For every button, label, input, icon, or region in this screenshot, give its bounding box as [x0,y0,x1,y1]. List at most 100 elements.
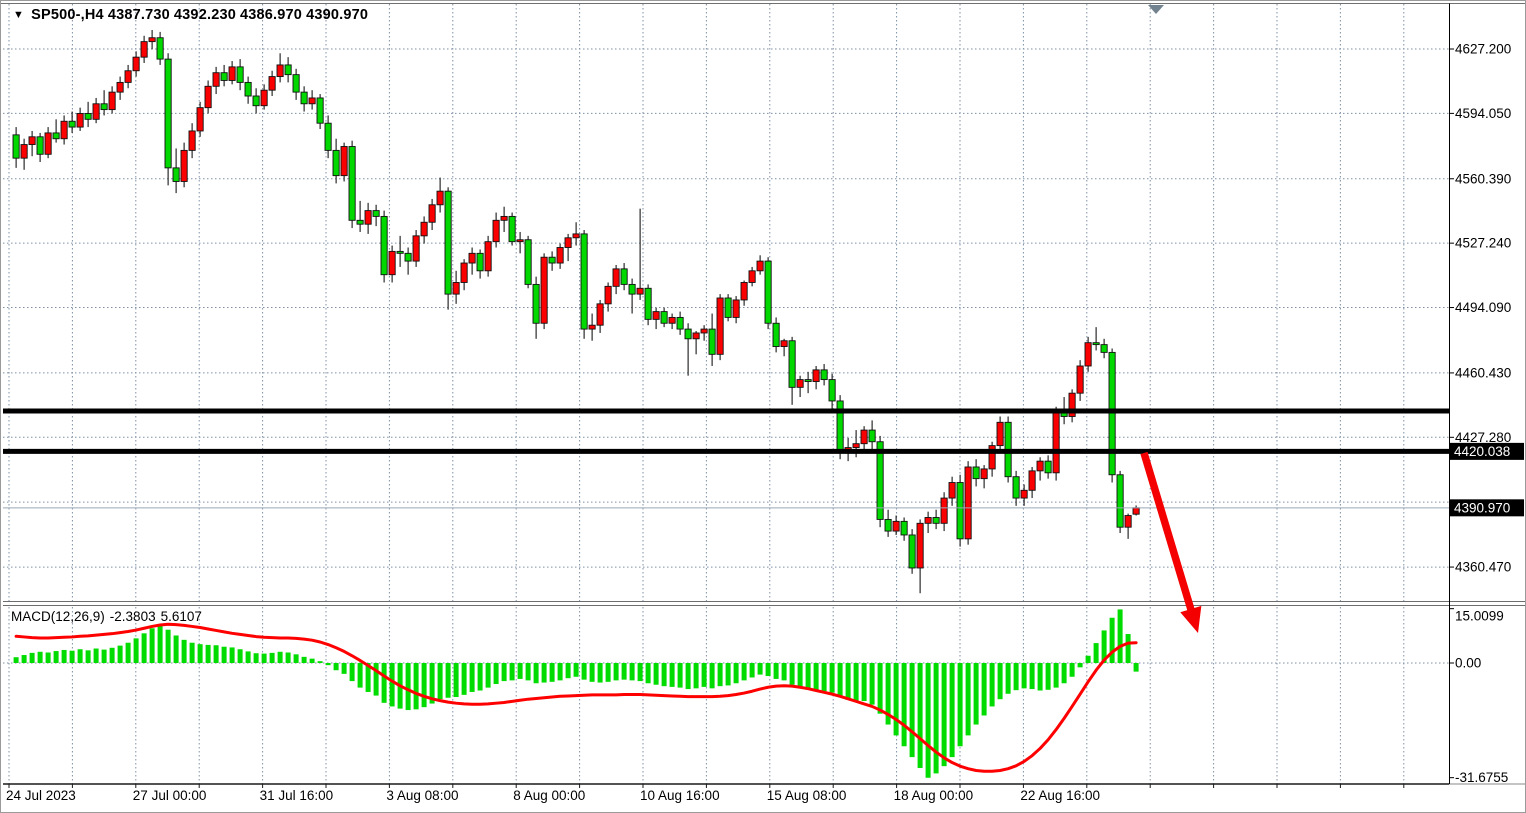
candle-body [372,210,380,217]
macd-histogram-bar [181,639,187,663]
macd-histogram-bar [677,663,683,688]
macd-histogram-bar [685,663,691,690]
candle-body [1100,344,1108,353]
macd-histogram-bar [285,652,291,663]
macd-histogram-bar [925,663,931,778]
macd-histogram-bar [13,657,19,663]
quote-open: 4387.730 [107,7,170,23]
quick-trade-arrow-icon[interactable]: ▼ [13,9,25,21]
candle-body [84,113,92,120]
candle-body [668,316,676,324]
macd-histogram-bar [261,653,267,663]
macd-histogram-bar [1077,663,1083,668]
candle-body [868,429,876,443]
candle-body [812,369,820,382]
macd-histogram-bar [1053,663,1059,688]
price-axis-box [1450,442,1524,460]
price-axis-label: 4427.280 [1455,430,1511,445]
macd-histogram-bar [437,663,443,700]
candle-body [1108,351,1116,476]
quote-bar: ▼ SP500-,H4 4387.730 4392.230 4386.970 4390.9… [13,7,372,23]
macd-histogram-bar [45,652,51,663]
candle-body [396,250,404,254]
candle-body [612,268,620,287]
macd-axis-label: -31.6755 [1455,770,1508,785]
macd-histogram-bar [501,663,507,682]
candle-body [876,441,884,520]
candle-body [444,190,452,295]
candle-body [180,149,188,182]
macd-histogram-bar [93,648,99,663]
macd-histogram-bar [493,663,499,684]
candle-body [52,132,60,140]
trend-arrow-shaft[interactable] [1140,451,1196,614]
candle-body [924,517,932,524]
candle-body [484,241,492,272]
candle-body [476,252,484,272]
candle-body [332,149,340,177]
candle-body [420,221,428,237]
macd-histogram-bar [1037,663,1043,691]
macd-histogram-bar [757,663,763,675]
price-axis-box-label: 4390.970 [1454,500,1510,515]
price-axis-label: 4627.200 [1455,42,1511,57]
candle-body [1052,410,1060,474]
macd-histogram-bar [781,663,787,681]
candle-body [764,260,772,324]
macd-histogram-bar [125,642,131,663]
time-axis-label: 31 Jul 16:00 [260,788,334,803]
candle-body [1044,460,1052,474]
candle-body [196,107,204,132]
candle-body [652,311,660,320]
candle-body [308,97,316,105]
macd-histogram-bar [101,649,107,663]
macd-histogram-bar [565,663,571,679]
macd-name: MACD(12,26,9) [11,609,105,624]
macd-histogram-bar [605,663,611,682]
candle-body [260,89,268,107]
candle-body [468,252,476,264]
candle-body [364,210,372,225]
candle-body [572,233,580,239]
candle-body [900,520,908,536]
price-axis-label: 4494.090 [1455,300,1511,315]
quote-close: 4390.970 [306,7,369,23]
macd-histogram-bar [165,629,171,663]
macd-histogram-bar [469,663,475,692]
candle-body [316,97,324,124]
macd-histogram-bar [613,663,619,681]
macd-histogram-bar [789,663,795,685]
candle-body [508,215,516,243]
macd-histogram-bar [893,663,899,736]
macd-histogram-bar [1133,663,1139,672]
trend-arrow-head[interactable] [1180,605,1202,633]
time-axis-label: 24 Jul 2023 [6,788,76,803]
macd-histogram-bar [965,663,971,736]
macd-histogram-bar [29,652,35,663]
candle-body [532,283,540,324]
macd-histogram-bar [621,663,627,680]
candle-body [348,146,356,221]
macd-histogram-bar [589,663,595,682]
macd-histogram-bar [213,645,219,663]
candle-body [1036,460,1044,472]
time-axis-label: 10 Aug 16:00 [640,788,720,803]
candle-body [700,328,708,334]
macd-histogram-bar [821,663,827,692]
candle-body [724,297,732,318]
macd-histogram-bar [1013,663,1019,691]
macd-histogram-bar [461,663,467,695]
macd-histogram-bar [949,663,955,758]
macd-histogram-bar [981,663,987,716]
price-axis-label: 4460.430 [1455,365,1511,380]
macd-histogram-bar [141,633,147,663]
macd-histogram-bar [741,663,747,681]
macd-histogram-bar [717,663,723,687]
chart-shift-marker-icon[interactable] [1148,5,1164,14]
macd-histogram-bar [749,663,755,678]
candle-body [324,122,332,151]
macd-histogram-bar [229,647,235,663]
macd-histogram-bar [557,663,563,681]
